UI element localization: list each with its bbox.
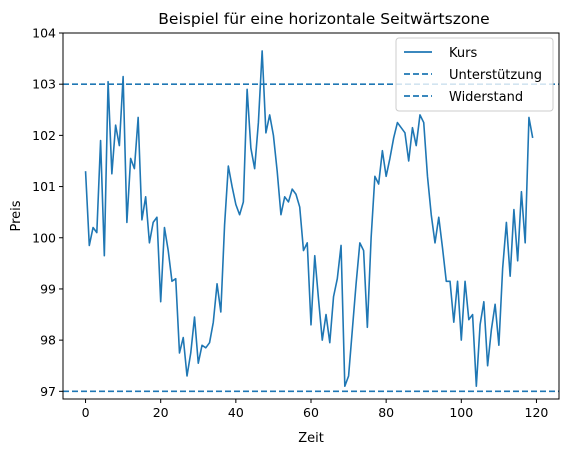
x-tick-label: 100	[449, 405, 473, 420]
x-tick-label: 0	[82, 405, 90, 420]
x-tick-label: 20	[153, 405, 169, 420]
x-axis-label: Zeit	[298, 431, 324, 446]
x-axis: 0 20 40 60 80 100 120	[82, 399, 549, 420]
x-tick-label: 60	[303, 405, 319, 420]
legend: Kurs Unterstützung Widerstand	[395, 37, 554, 112]
y-axis-label: Preis	[9, 200, 24, 231]
legend-label-unterstuetzung: Unterstützung	[449, 68, 542, 83]
x-tick-label: 40	[228, 405, 244, 420]
y-tick-label: 98	[40, 333, 56, 348]
legend-label-kurs: Kurs	[449, 46, 477, 61]
plot-area	[63, 50, 559, 393]
series-line-kurs	[84, 50, 534, 388]
legend-label-widerstand: Widerstand	[449, 90, 523, 105]
legend-box	[395, 37, 554, 112]
y-tick-label: 100	[32, 230, 56, 245]
y-tick-label: 101	[32, 179, 56, 194]
y-tick-label: 97	[40, 384, 56, 399]
x-tick-label: 80	[378, 405, 394, 420]
y-tick-label: 104	[32, 26, 56, 41]
y-tick-label: 99	[40, 281, 56, 296]
chart-title: Beispiel für eine horizontale Seitwärtsz…	[158, 10, 489, 28]
y-tick-label: 103	[32, 77, 56, 92]
y-axis: 97 98 99 100 101 102 103 104	[32, 26, 63, 399]
y-tick-label: 102	[32, 128, 56, 143]
x-tick-label: 120	[525, 405, 549, 420]
